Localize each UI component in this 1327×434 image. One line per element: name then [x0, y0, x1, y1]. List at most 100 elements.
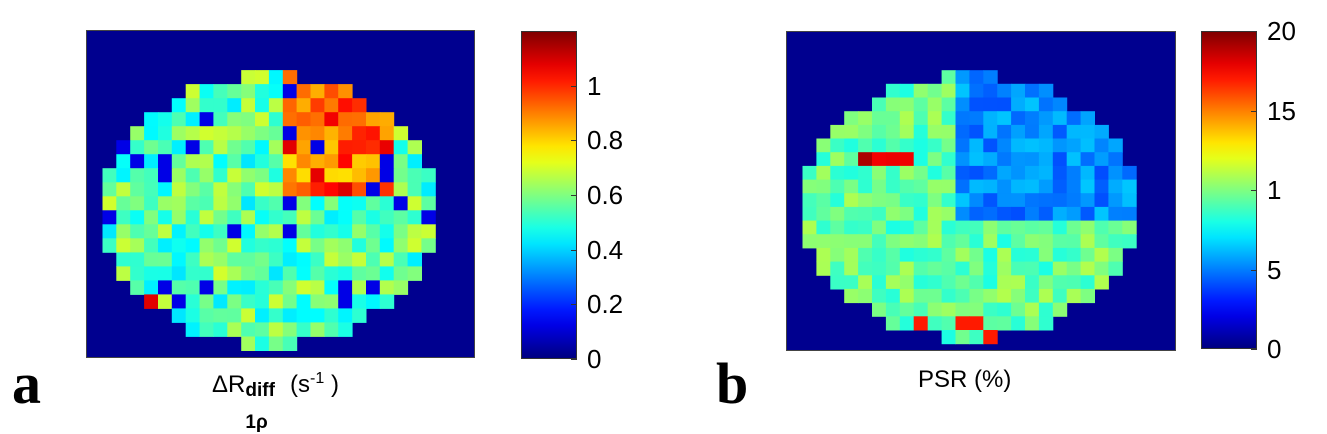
- heatmap-pixel: [324, 294, 339, 309]
- heatmap-pixel: [366, 294, 381, 309]
- heatmap-pixel: [997, 124, 1012, 140]
- heatmap-pixel: [872, 179, 887, 194]
- heatmap-pixel: [885, 152, 901, 167]
- heatmap-pixel: [969, 179, 984, 194]
- heatmap-pixel: [885, 288, 901, 304]
- heatmap-pixel: [1080, 165, 1095, 181]
- heatmap-pixel: [366, 196, 381, 211]
- heatmap-pixel: [158, 154, 173, 169]
- heatmap-pixel: [282, 140, 298, 155]
- colorbar-tick-mark: [571, 195, 577, 196]
- heatmap-pixel: [997, 220, 1012, 235]
- heatmap-pixel: [913, 247, 929, 263]
- heatmap-pixel: [338, 294, 353, 309]
- colorbar-tick-label: 5: [1267, 254, 1282, 285]
- heatmap-pixel: [282, 112, 298, 127]
- heatmap-pixel: [282, 336, 298, 351]
- heatmap-pixel: [1122, 193, 1137, 208]
- xlabel-a-unit-exp: -1: [310, 370, 325, 387]
- heatmap-pixel: [983, 70, 998, 85]
- heatmap-pixel: [1011, 234, 1026, 249]
- heatmap-pixel: [241, 196, 256, 211]
- heatmap-pixel: [997, 261, 1012, 276]
- heatmap-pixel: [1080, 138, 1095, 153]
- heatmap-pixel: [324, 98, 339, 113]
- heatmap-pixel: [227, 308, 242, 323]
- heatmap-pixel: [1038, 138, 1054, 153]
- heatmap-pixel: [1080, 152, 1095, 167]
- heatmap-pixel: [185, 140, 201, 155]
- heatmap-pixel: [816, 234, 831, 249]
- xlabel-a-unit-open: (s: [283, 371, 311, 398]
- heatmap-pixel: [324, 252, 339, 267]
- heatmap-pixel: [282, 70, 298, 85]
- heatmap-pixel: [338, 266, 353, 281]
- heatmap-pixel: [927, 97, 943, 112]
- heatmap-pixel: [296, 266, 311, 281]
- heatmap-pixel: [969, 152, 984, 167]
- heatmap-pixel: [421, 210, 436, 225]
- heatmap-pixel: [199, 280, 214, 295]
- heatmap-pixel: [352, 168, 367, 183]
- heatmap-pixel: [171, 252, 187, 267]
- heatmap-pixel: [310, 322, 325, 337]
- heatmap-pixel: [268, 308, 284, 323]
- heatmap-pixel: [227, 252, 242, 267]
- heatmap-pixel: [927, 247, 943, 263]
- heatmap-pixel: [268, 294, 284, 309]
- heatmap-pixel: [1038, 152, 1054, 167]
- heatmap-pixel: [997, 83, 1012, 98]
- heatmap-pixel: [421, 196, 436, 211]
- heatmap-pixel: [1011, 124, 1026, 140]
- heatmap-pixel: [1066, 165, 1082, 181]
- heatmap-pixel: [983, 261, 998, 276]
- heatmap-pixel: [941, 288, 956, 304]
- heatmap-pixel: [941, 193, 956, 208]
- heatmap-pixel: [158, 266, 173, 281]
- heatmap-pixel: [844, 152, 859, 167]
- heatmap-pixel: [885, 138, 901, 153]
- heatmap-pixel: [255, 154, 270, 169]
- heatmap-pixel: [927, 83, 943, 98]
- heatmap-pixel: [1094, 179, 1109, 194]
- heatmap-pixel: [885, 247, 901, 263]
- heatmap-pixel: [969, 288, 984, 304]
- heatmap-pixel: [997, 97, 1012, 112]
- heatmap-pixel: [255, 168, 270, 183]
- heatmap-pixel: [158, 294, 173, 309]
- heatmap-pixel: [955, 234, 970, 249]
- heatmap-pixel: [941, 206, 956, 222]
- heatmap-pixel: [338, 154, 353, 169]
- heatmap-pixel: [324, 280, 339, 295]
- heatmap-pixel: [816, 165, 831, 181]
- heatmap-pixel: [1108, 234, 1123, 249]
- heatmap-pixel: [199, 210, 214, 225]
- heatmap-pixel: [927, 193, 943, 208]
- heatmap-pixel: [338, 196, 353, 211]
- heatmap-pixel: [102, 182, 117, 197]
- heatmap-pixel: [1052, 138, 1068, 153]
- heatmap-pixel: [899, 193, 915, 208]
- heatmap-pixel: [241, 210, 256, 225]
- heatmap-pixel: [366, 280, 381, 295]
- heatmap-pixel: [171, 182, 187, 197]
- heatmap-a-image: [102, 70, 436, 351]
- heatmap-pixel: [185, 84, 201, 99]
- heatmap-pixel: [899, 288, 915, 304]
- heatmap-pixel: [941, 83, 956, 98]
- heatmap-pixel: [885, 111, 901, 126]
- heatmap-pixel: [885, 302, 901, 317]
- heatmap-pixel: [255, 182, 270, 197]
- heatmap-pixel: [255, 280, 270, 295]
- heatmap-pixel: [1052, 275, 1068, 290]
- heatmap-pixel: [324, 154, 339, 169]
- heatmap-pixel: [144, 266, 159, 281]
- heatmap-pixel: [1011, 302, 1026, 317]
- heatmap-pixel: [352, 280, 367, 295]
- heatmap-pixel: [338, 182, 353, 197]
- heatmap-pixel: [1080, 193, 1095, 208]
- heatmap-pixel: [366, 238, 381, 253]
- heatmap-pixel: [185, 308, 201, 323]
- heatmap-pixel: [1108, 165, 1123, 181]
- heatmap-pixel: [872, 247, 887, 263]
